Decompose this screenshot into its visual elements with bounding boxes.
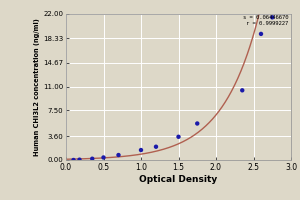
Y-axis label: Human CHI3L2 concentration (ng/ml): Human CHI3L2 concentration (ng/ml): [34, 18, 40, 156]
Point: [176, 135, 181, 138]
Point: [77, 158, 82, 161]
Point: [71, 158, 76, 162]
Point: [240, 89, 245, 92]
Point: [101, 156, 106, 159]
Point: [154, 145, 158, 148]
X-axis label: Optical Density: Optical Density: [140, 175, 218, 184]
Point: [139, 148, 143, 152]
Point: [116, 153, 121, 157]
Point: [259, 32, 263, 36]
Point: [195, 122, 200, 125]
Point: [270, 16, 275, 19]
Point: [90, 157, 95, 160]
Text: s = 0.06446670
r = 0.9999227: s = 0.06446670 r = 0.9999227: [243, 15, 289, 26]
